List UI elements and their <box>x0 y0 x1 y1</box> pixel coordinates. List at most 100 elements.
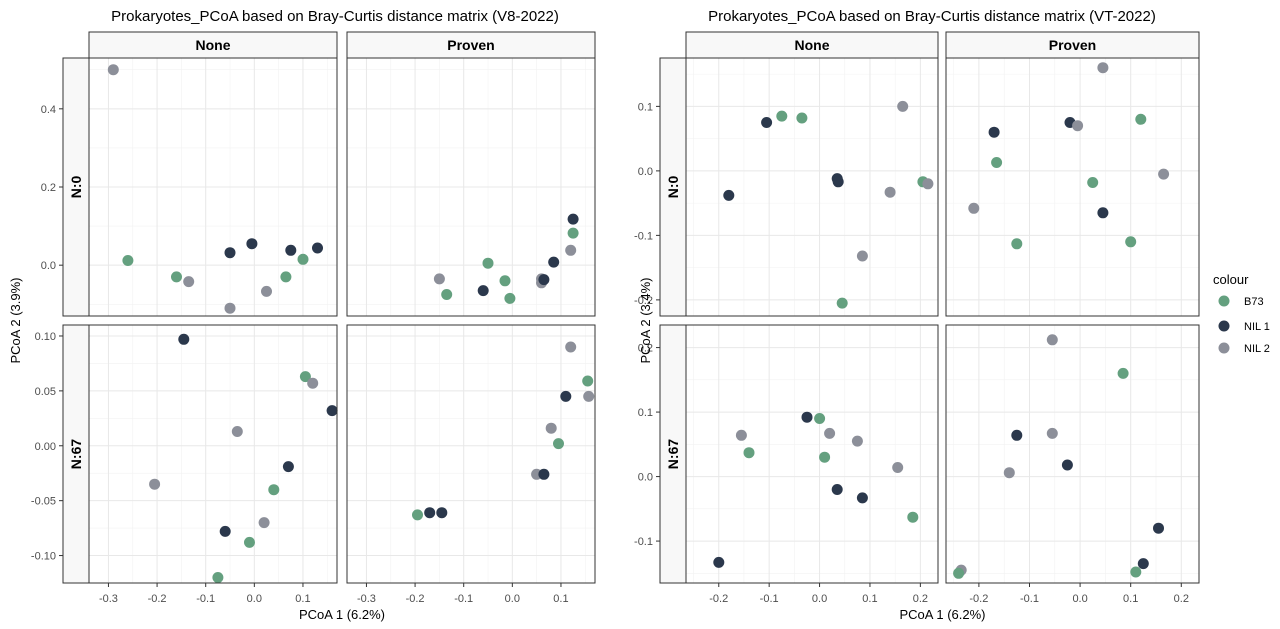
y-tick-label: 0.2 <box>41 182 56 194</box>
data-point-nil-1 <box>538 468 550 480</box>
data-point-b73 <box>212 572 224 583</box>
data-point-nil-2 <box>735 429 747 441</box>
data-point-nil-1 <box>224 247 236 259</box>
panel-background <box>686 58 938 316</box>
row-strip <box>659 57 687 317</box>
x-tick-label: -0.1 <box>196 593 215 605</box>
data-point-nil-2 <box>565 244 577 256</box>
panel-background <box>946 325 1199 583</box>
data-point-b73 <box>991 157 1003 168</box>
data-point-nil-1 <box>219 525 231 537</box>
legend-label-b73: B73 <box>1244 296 1264 308</box>
row-strip-label: N:0 <box>68 176 84 199</box>
legend-key-nil2 <box>1218 342 1230 354</box>
y-axis-title: PCoA 2 (3.4%) <box>638 278 653 364</box>
panel-n-67-none: -0.3 -0.2 -0.1 0.0 0.1 -0.10 -0.05 0.00 0.05 0.10 <box>31 324 338 605</box>
data-point-b73 <box>297 253 309 265</box>
data-point-nil-2 <box>107 64 119 76</box>
panel-n-0-proven <box>346 57 596 317</box>
y-tick-label: -0.10 <box>31 551 56 563</box>
data-point-b73 <box>953 567 965 579</box>
data-point-nil-1 <box>424 507 436 519</box>
row-strip-label: N:67 <box>665 439 681 470</box>
data-point-b73 <box>814 413 826 424</box>
y-tick-label: 0.2 <box>638 343 653 355</box>
data-point-nil-2 <box>856 250 868 262</box>
data-point-b73 <box>836 297 848 309</box>
legend-label-nil2: NIL 2 <box>1244 343 1270 355</box>
data-point-nil-1 <box>988 126 1000 138</box>
data-point-nil-1 <box>436 507 448 519</box>
data-point-nil-2 <box>922 178 934 190</box>
row-strip <box>62 57 90 317</box>
data-point-nil-1 <box>801 411 813 423</box>
panel-border <box>346 324 596 584</box>
data-point-b73 <box>1087 177 1099 188</box>
data-point-b73 <box>819 451 831 463</box>
data-point-nil-2 <box>149 478 161 490</box>
legend-title: colour <box>1213 272 1249 287</box>
panel-background <box>686 325 938 583</box>
data-point-nil-2 <box>565 341 577 353</box>
data-point-nil-1 <box>567 213 579 225</box>
y-tick-label: -0.05 <box>31 496 56 508</box>
data-point-nil-2 <box>1046 334 1058 346</box>
data-point-nil-1 <box>761 117 773 128</box>
data-point-nil-1 <box>560 390 572 402</box>
data-point-nil-1 <box>832 176 844 188</box>
x-tick-label: 0.2 <box>913 593 928 605</box>
x-tick-label: 0.0 <box>247 593 262 605</box>
data-point-nil-1 <box>285 244 297 256</box>
data-point-nil-2 <box>583 390 595 402</box>
y-tick-label: -0.1 <box>634 536 653 548</box>
x-axis-title: PCoA 1 (6.2%) <box>900 607 986 622</box>
x-axis-title: PCoA 1 (6.2%) <box>299 607 385 622</box>
data-point-nil-2 <box>258 517 270 529</box>
column-strip <box>88 31 338 59</box>
data-point-nil-1 <box>538 274 550 286</box>
x-tick-label: -0.2 <box>406 593 425 605</box>
column-strip <box>685 31 939 59</box>
data-point-nil-1 <box>246 238 258 250</box>
data-point-nil-1 <box>548 256 560 268</box>
data-point-nil-1 <box>312 242 323 254</box>
data-point-nil-2 <box>545 422 557 434</box>
data-point-b73 <box>553 438 564 450</box>
column-strip <box>945 31 1200 59</box>
data-point-nil-2 <box>261 285 272 297</box>
data-point-b73 <box>582 375 594 387</box>
y-tick-label: 0.0 <box>638 166 653 178</box>
y-tick-label: -0.1 <box>634 230 653 242</box>
data-point-nil-1 <box>282 461 294 473</box>
data-point-nil-2 <box>968 202 980 214</box>
y-tick-label: -0.2 <box>634 295 653 307</box>
data-point-nil-1 <box>326 405 338 417</box>
data-point-b73 <box>482 257 494 269</box>
chart-2: Prokaryotes_PCoA based on Bray-Curtis di… <box>634 8 1200 622</box>
x-tick-label: 0.2 <box>1174 593 1189 605</box>
x-tick-label: -0.3 <box>99 593 118 605</box>
data-point-b73 <box>441 289 453 300</box>
data-point-nil-1 <box>1011 429 1023 441</box>
legend-label-nil1: NIL 1 <box>1244 321 1270 333</box>
data-point-nil-2 <box>1003 467 1015 479</box>
row-strip-label: N:0 <box>665 176 681 199</box>
panel-n-0-proven <box>945 57 1200 317</box>
x-tick-label: -0.1 <box>454 593 473 605</box>
y-tick-label: 0.4 <box>41 104 56 116</box>
x-tick-label: 0.1 <box>1123 593 1138 605</box>
y-tick-label: 0.0 <box>41 260 56 272</box>
x-tick-label: -0.2 <box>709 593 728 605</box>
data-point-b73 <box>122 255 134 266</box>
chart-1: Prokaryotes_PCoA based on Bray-Curtis di… <box>8 8 596 622</box>
data-point-b73 <box>1125 236 1137 248</box>
data-point-nil-1 <box>1153 522 1164 534</box>
x-tick-label: -0.2 <box>969 593 988 605</box>
data-point-nil-2 <box>224 302 236 314</box>
data-point-nil-2 <box>183 276 195 288</box>
x-tick-label: 0.0 <box>1072 593 1087 605</box>
data-point-nil-2 <box>1097 62 1109 74</box>
data-point-nil-2 <box>307 377 319 389</box>
x-tick-label: -0.3 <box>357 593 376 605</box>
x-tick-label: 0.1 <box>295 593 310 605</box>
